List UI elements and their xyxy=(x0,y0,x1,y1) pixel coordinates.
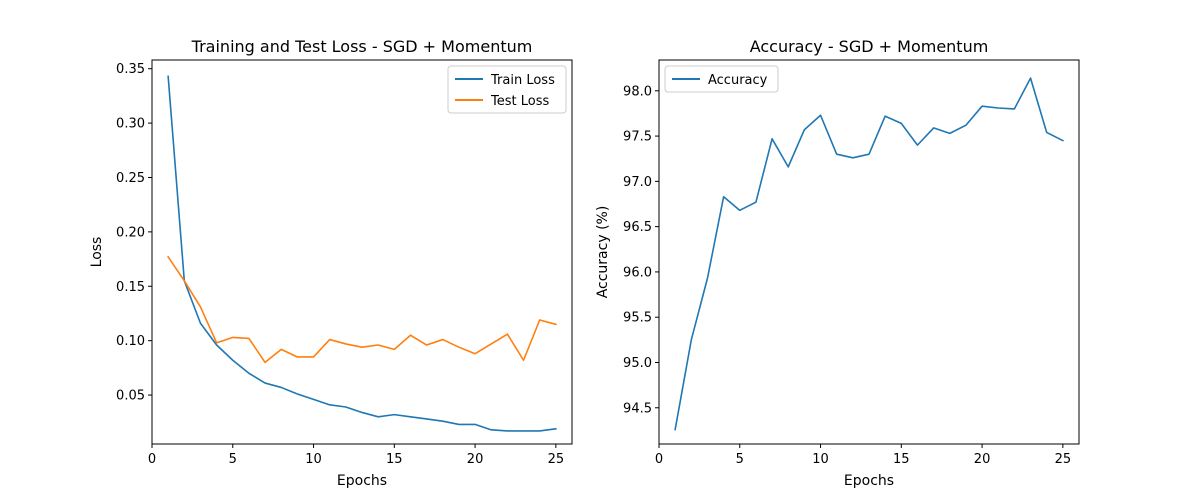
y-tick-label: 0.15 xyxy=(116,280,145,295)
series-line-accuracy xyxy=(674,77,1064,431)
y-tick-label: 95.5 xyxy=(623,311,652,326)
x-tick-label: 10 xyxy=(305,452,322,467)
legend-label-test-loss: Test Loss xyxy=(490,94,549,109)
y-tick-label: 0.30 xyxy=(116,117,145,132)
accuracy-legend-box xyxy=(664,65,779,93)
y-tick-label: 0.05 xyxy=(116,389,145,404)
loss-chart-title: Training and Test Loss - SGD + Momentum xyxy=(191,37,533,56)
y-tick-label: 0.20 xyxy=(116,225,145,240)
x-tick-label: 0 xyxy=(655,452,663,467)
loss-legend-box xyxy=(447,65,567,114)
accuracy-x-axis-label: Epochs xyxy=(844,473,894,489)
y-tick-label: 96.5 xyxy=(623,220,652,235)
legend-label-accuracy: Accuracy xyxy=(708,73,768,88)
y-tick-label: 96.0 xyxy=(623,265,652,280)
x-tick-label: 20 xyxy=(974,452,991,467)
y-tick-label: 97.5 xyxy=(623,130,652,145)
y-tick-label: 98.0 xyxy=(623,84,652,99)
series-line-test-loss xyxy=(167,255,557,364)
accuracy-chart-title: Accuracy - SGD + Momentum xyxy=(750,37,989,56)
y-tick-label: 0.10 xyxy=(116,334,145,349)
loss-plot-area xyxy=(152,60,572,444)
loss-y-axis-label: Loss xyxy=(89,237,105,268)
accuracy-plot-area xyxy=(659,60,1079,444)
accuracy-chart: Accuracy - SGD + Momentum 0 5 10 15 20 25 94.… xyxy=(595,37,1080,489)
x-tick-label: 10 xyxy=(812,452,829,467)
loss-y-ticks: 0.05 0.10 0.15 0.20 0.25 0.30 0.35 xyxy=(116,62,152,404)
accuracy-y-ticks: 94.5 95.0 95.5 96.0 96.5 97.0 97.5 98.0 xyxy=(623,84,659,416)
accuracy-series xyxy=(674,77,1064,431)
y-tick-label: 0.35 xyxy=(116,62,145,77)
loss-series xyxy=(167,75,557,432)
accuracy-y-axis-label: Accuracy (%) xyxy=(595,206,611,299)
accuracy-axes-frame xyxy=(658,59,1080,445)
accuracy-x-ticks: 0 5 10 15 20 25 xyxy=(655,444,1071,467)
loss-legend: Train Loss Test Loss xyxy=(447,65,567,114)
x-tick-label: 20 xyxy=(467,452,484,467)
loss-chart: Training and Test Loss - SGD + Momentum … xyxy=(89,37,573,489)
loss-axes-frame xyxy=(151,59,573,445)
x-tick-label: 5 xyxy=(229,452,237,467)
y-tick-label: 0.25 xyxy=(116,171,145,186)
y-tick-label: 95.0 xyxy=(623,356,652,371)
x-tick-label: 25 xyxy=(1055,452,1072,467)
legend-label-train-loss: Train Loss xyxy=(490,73,555,88)
loss-x-axis-label: Epochs xyxy=(337,473,387,489)
x-tick-label: 15 xyxy=(386,452,403,467)
x-tick-label: 5 xyxy=(736,452,744,467)
y-tick-label: 97.0 xyxy=(623,175,652,190)
loss-x-ticks: 0 5 10 15 20 25 xyxy=(148,444,564,467)
x-tick-label: 0 xyxy=(148,452,156,467)
series-line-train-loss xyxy=(167,75,557,432)
accuracy-legend: Accuracy xyxy=(664,65,779,93)
x-tick-label: 25 xyxy=(548,452,565,467)
y-tick-label: 94.5 xyxy=(623,401,652,416)
x-tick-label: 15 xyxy=(893,452,910,467)
